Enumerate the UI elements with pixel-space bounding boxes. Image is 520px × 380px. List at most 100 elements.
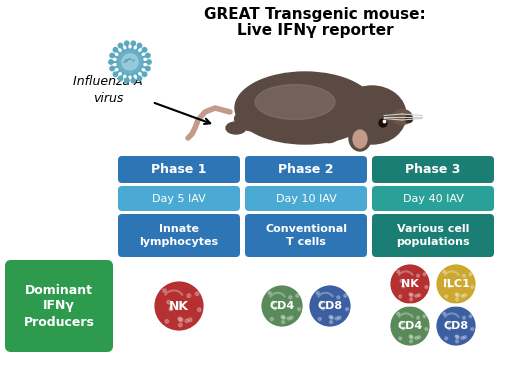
Circle shape — [137, 76, 141, 81]
FancyBboxPatch shape — [372, 186, 494, 211]
Ellipse shape — [255, 84, 335, 119]
Text: Influenza A
virus: Influenza A virus — [73, 75, 143, 105]
Circle shape — [418, 294, 421, 297]
Circle shape — [110, 66, 114, 71]
Circle shape — [400, 279, 403, 282]
Text: Phase 2: Phase 2 — [278, 163, 334, 176]
Circle shape — [462, 316, 465, 319]
FancyBboxPatch shape — [372, 214, 494, 257]
Circle shape — [346, 308, 348, 311]
Ellipse shape — [321, 131, 339, 142]
Circle shape — [318, 317, 321, 321]
Circle shape — [289, 296, 292, 299]
Circle shape — [320, 301, 323, 304]
Circle shape — [418, 336, 421, 339]
Circle shape — [297, 308, 301, 311]
Circle shape — [316, 291, 319, 294]
Circle shape — [389, 263, 431, 305]
Circle shape — [399, 337, 401, 340]
Circle shape — [337, 296, 340, 299]
Circle shape — [153, 280, 205, 332]
Circle shape — [409, 293, 412, 296]
Circle shape — [469, 315, 472, 318]
Circle shape — [409, 335, 412, 338]
Text: Day 5 IAV: Day 5 IAV — [152, 193, 206, 204]
Circle shape — [142, 72, 147, 76]
Circle shape — [383, 120, 386, 123]
Circle shape — [443, 270, 446, 273]
Text: Day 10 IAV: Day 10 IAV — [276, 193, 336, 204]
Circle shape — [178, 317, 181, 321]
Text: Dominant
IFNγ
Producers: Dominant IFNγ Producers — [23, 283, 95, 328]
Circle shape — [178, 323, 182, 327]
Circle shape — [296, 294, 299, 297]
Text: NK: NK — [169, 299, 189, 312]
Circle shape — [124, 79, 129, 83]
Circle shape — [379, 119, 387, 127]
Circle shape — [271, 301, 275, 304]
Ellipse shape — [353, 130, 367, 148]
Circle shape — [448, 327, 451, 330]
Text: Conventional
T cells: Conventional T cells — [265, 224, 347, 247]
Circle shape — [445, 337, 448, 340]
Circle shape — [117, 49, 143, 75]
Circle shape — [446, 321, 449, 325]
Circle shape — [330, 321, 333, 324]
Ellipse shape — [392, 109, 412, 125]
Circle shape — [464, 336, 466, 339]
Ellipse shape — [349, 125, 371, 151]
Circle shape — [274, 307, 277, 310]
Circle shape — [417, 316, 420, 319]
Text: Phase 3: Phase 3 — [405, 163, 461, 176]
Circle shape — [110, 53, 114, 58]
Ellipse shape — [300, 129, 320, 141]
Text: CD8: CD8 — [444, 321, 469, 331]
Circle shape — [471, 286, 474, 288]
FancyBboxPatch shape — [245, 186, 367, 211]
Ellipse shape — [235, 72, 375, 144]
Circle shape — [113, 48, 118, 52]
Circle shape — [146, 66, 150, 71]
Circle shape — [423, 315, 426, 318]
Circle shape — [435, 263, 477, 305]
Circle shape — [137, 43, 141, 48]
Circle shape — [425, 286, 428, 288]
Circle shape — [415, 337, 418, 339]
FancyBboxPatch shape — [118, 214, 240, 257]
FancyBboxPatch shape — [118, 156, 240, 183]
Circle shape — [423, 273, 426, 276]
Circle shape — [146, 53, 150, 58]
Text: Live IFNγ reporter: Live IFNγ reporter — [237, 22, 393, 38]
Circle shape — [329, 315, 332, 318]
Text: NK: NK — [401, 279, 419, 289]
Circle shape — [308, 284, 352, 328]
Circle shape — [118, 76, 123, 81]
Circle shape — [410, 298, 412, 301]
Circle shape — [456, 340, 459, 343]
Circle shape — [165, 320, 168, 323]
Circle shape — [410, 340, 412, 343]
Text: Phase 1: Phase 1 — [151, 163, 207, 176]
Circle shape — [456, 298, 459, 301]
Circle shape — [124, 41, 129, 46]
Circle shape — [410, 336, 413, 339]
Text: ILC1: ILC1 — [443, 279, 470, 289]
Circle shape — [131, 79, 136, 83]
Circle shape — [198, 308, 201, 312]
Circle shape — [109, 60, 113, 64]
FancyBboxPatch shape — [118, 186, 240, 211]
Circle shape — [443, 312, 446, 315]
Circle shape — [268, 291, 271, 294]
Circle shape — [321, 307, 324, 310]
Circle shape — [425, 328, 428, 331]
Circle shape — [435, 305, 477, 347]
Circle shape — [464, 294, 466, 297]
Circle shape — [417, 274, 420, 277]
FancyBboxPatch shape — [5, 260, 113, 352]
Circle shape — [122, 54, 138, 70]
Circle shape — [113, 72, 118, 76]
Circle shape — [282, 316, 285, 319]
Circle shape — [461, 294, 464, 298]
Circle shape — [195, 292, 199, 296]
Circle shape — [260, 284, 304, 328]
